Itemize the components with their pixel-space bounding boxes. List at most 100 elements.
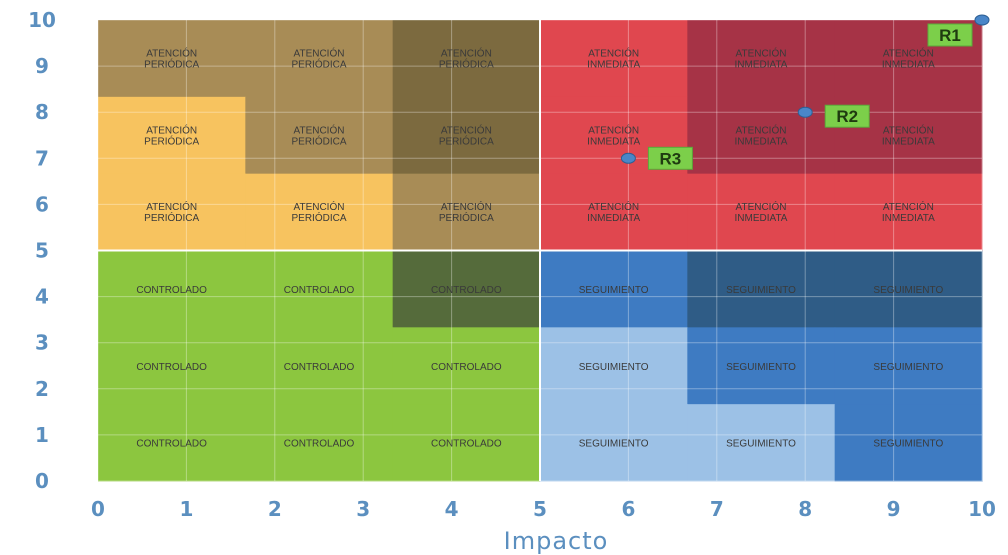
point-label: R2 (836, 107, 858, 126)
cell-label: ATENCIÓN PERIÓDICA (291, 200, 346, 224)
x-axis-label: Impacto (504, 527, 609, 555)
matrix-cell (392, 327, 541, 405)
y-tick-label: 2 (35, 377, 49, 401)
cell-label: CONTROLADO (136, 439, 207, 450)
y-tick-label: 4 (35, 285, 49, 309)
x-axis-ticks: 0 1 2 3 4 5 6 7 8 9 10 (91, 497, 996, 521)
cell-label: ATENCIÓN PERIÓDICA (439, 200, 494, 224)
point-label-box (824, 104, 870, 128)
risk-point (974, 14, 990, 26)
cell-label: ATENCIÓN PERIÓDICA (144, 46, 199, 70)
cell-label: ATENCIÓN INMEDIATA (735, 200, 788, 224)
matrix-cell (834, 404, 983, 482)
y-tick-label: 10 (28, 8, 56, 32)
cell-label: SEGUIMIENTO (726, 285, 796, 296)
cell-label: ATENCIÓN PERIÓDICA (291, 123, 346, 147)
matrix-cell (98, 20, 246, 98)
cell-label: CONTROLADO (136, 285, 207, 296)
matrix-cell (834, 327, 983, 405)
matrix-cell (687, 404, 836, 482)
matrix-cell (392, 404, 541, 482)
cell-label: ATENCIÓN INMEDIATA (882, 123, 935, 147)
cell-label: ATENCIÓN PERIÓDICA (144, 123, 199, 147)
matrix-cell (245, 96, 394, 175)
cell-label: ATENCIÓN PERIÓDICA (439, 46, 494, 70)
matrix-cell (245, 20, 394, 98)
x-tick-label: 0 (91, 497, 105, 521)
cell-label: SEGUIMIENTO (873, 285, 943, 296)
cell-label: SEGUIMIENTO (873, 439, 943, 450)
matrix-cell (540, 173, 688, 251)
matrix-cell (834, 173, 983, 251)
cell-label: CONTROLADO (431, 285, 502, 296)
cell-label: CONTROLADO (284, 285, 355, 296)
y-tick-label: 9 (35, 54, 49, 78)
cell-label: ATENCIÓN INMEDIATA (587, 123, 640, 147)
cell-label: SEGUIMIENTO (726, 439, 796, 450)
matrix-cell (392, 96, 541, 175)
y-tick-label: 1 (35, 423, 49, 447)
point-label: R3 (660, 149, 682, 168)
matrix-cell (392, 173, 541, 251)
y-tick-label: 5 (35, 239, 49, 263)
y-tick-label: 0 (35, 469, 49, 493)
x-tick-label: 8 (798, 497, 812, 521)
matrix-cell (245, 327, 394, 405)
matrix-cells (98, 20, 983, 482)
cell-label: ATENCIÓN PERIÓDICA (144, 200, 199, 224)
matrix-cell (98, 327, 246, 405)
x-tick-label: 5 (533, 497, 547, 521)
matrix-cell (392, 250, 541, 328)
matrix-cell (687, 173, 836, 251)
cell-label: SEGUIMIENTO (873, 362, 943, 373)
x-tick-label: 10 (968, 497, 996, 521)
matrix-cell (98, 173, 246, 251)
cell-label: ATENCIÓN INMEDIATA (587, 46, 640, 70)
matrix-cell (687, 327, 836, 405)
matrix-cell (834, 250, 983, 328)
cell-label: SEGUIMIENTO (579, 285, 649, 296)
y-axis-ticks: 0 1 2 3 4 5 6 7 8 9 10 (28, 8, 56, 493)
cell-label: CONTROLADO (431, 439, 502, 450)
matrix-cell (687, 20, 836, 98)
matrix-cell (245, 173, 394, 251)
cell-label: CONTROLADO (284, 439, 355, 450)
grid-lines (97, 19, 983, 482)
point-label-box (927, 23, 973, 47)
cell-label: CONTROLADO (284, 362, 355, 373)
matrix-cell (540, 327, 688, 405)
matrix-cell (392, 20, 541, 98)
x-tick-label: 1 (179, 497, 193, 521)
matrix-cell (98, 96, 246, 175)
matrix-cell (687, 250, 836, 328)
risk-points: R1 R2 R3 (620, 14, 990, 170)
matrix-cell (540, 404, 688, 482)
risk-point (797, 106, 813, 118)
cell-label: ATENCIÓN PERIÓDICA (291, 46, 346, 70)
cell-label: ATENCIÓN INMEDIATA (735, 123, 788, 147)
matrix-cell (245, 404, 394, 482)
cell-labels: ATENCIÓN PERIÓDICA ATENCIÓN PERIÓDICA ATENCI… (136, 46, 943, 449)
cell-label: SEGUIMIENTO (579, 362, 649, 373)
cell-label: CONTROLADO (136, 362, 207, 373)
cell-label: ATENCIÓN PERIÓDICA (439, 123, 494, 147)
cell-label: ATENCIÓN INMEDIATA (882, 46, 935, 70)
x-tick-label: 6 (621, 497, 635, 521)
matrix-cell (98, 404, 246, 482)
x-tick-label: 2 (268, 497, 282, 521)
x-tick-label: 3 (356, 497, 370, 521)
cell-label: ATENCIÓN INMEDIATA (882, 200, 935, 224)
y-tick-label: 3 (35, 331, 49, 355)
cell-label: ATENCIÓN INMEDIATA (587, 200, 640, 224)
y-tick-label: 7 (35, 146, 49, 170)
x-tick-label: 7 (710, 497, 724, 521)
cell-label: CONTROLADO (431, 362, 502, 373)
matrix-cell (540, 250, 688, 328)
matrix-cell (245, 250, 394, 328)
point-label-box (647, 146, 693, 170)
y-tick-label: 8 (35, 100, 49, 124)
x-tick-label: 4 (445, 497, 459, 521)
risk-point (620, 152, 636, 164)
matrix-cell (540, 20, 688, 98)
